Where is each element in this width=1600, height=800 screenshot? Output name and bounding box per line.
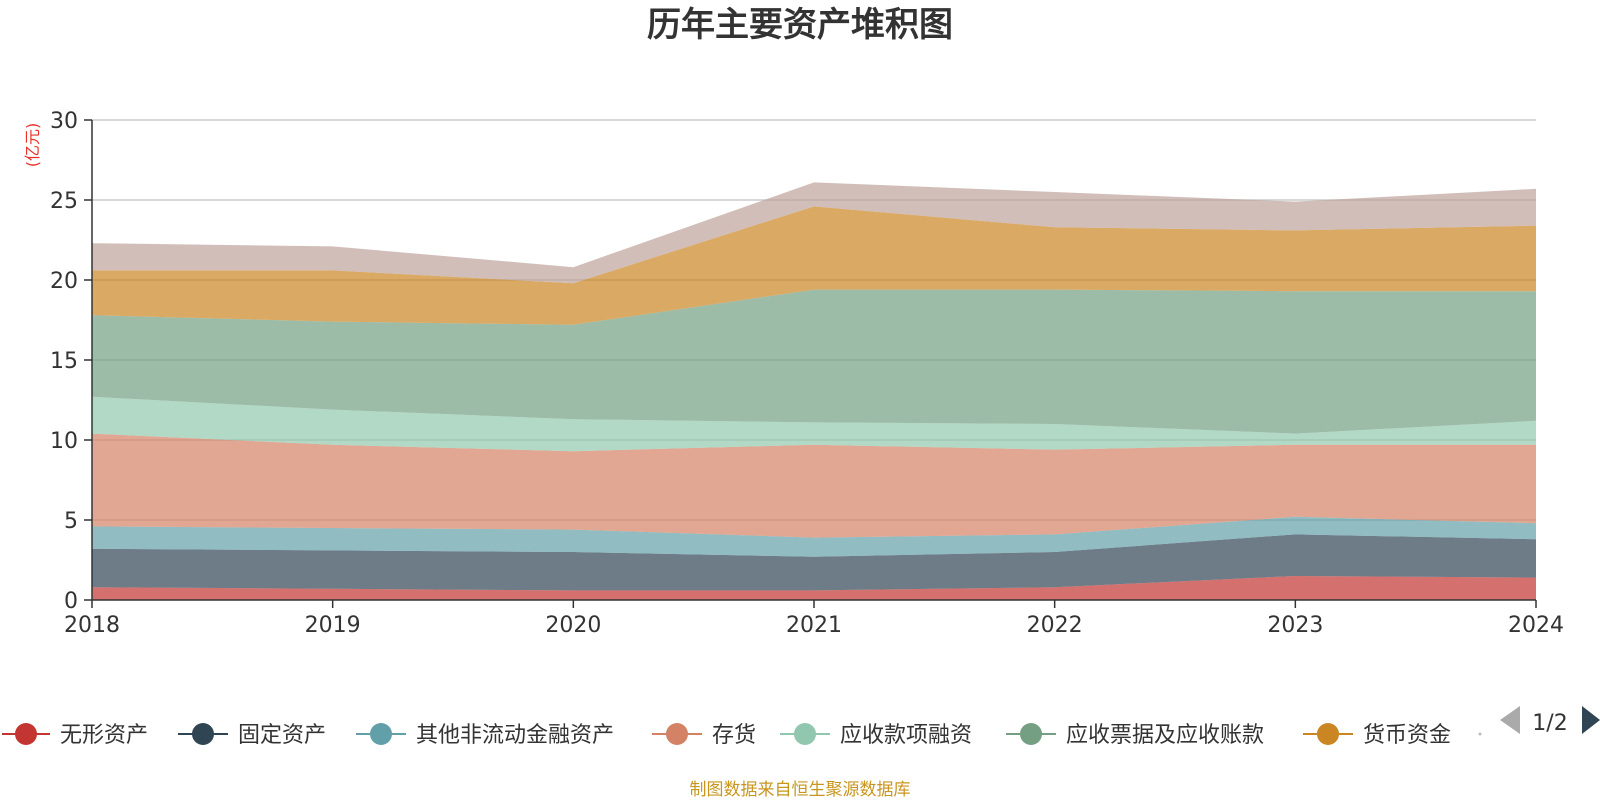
x-tick-label: 2020 <box>545 613 601 638</box>
area-series-4[interactable] <box>92 396 1536 452</box>
y-tick-label: 25 <box>50 189 78 214</box>
area-series-group <box>92 182 1536 600</box>
legend-label: 其他非流动金融资产 <box>416 723 614 748</box>
legend-prev-page-icon[interactable] <box>1500 706 1520 734</box>
legend-circle-icon <box>666 723 688 745</box>
legend-next-page-icon[interactable] <box>1582 706 1600 734</box>
chart-title: 历年主要资产堆积图 <box>647 5 953 45</box>
legend-item-3[interactable]: 存货 <box>652 723 756 748</box>
area-series-5[interactable] <box>92 289 1536 434</box>
legend: 无形资产 固定资产 其他非流动金融资产 存货 应收款项融资 应收票据及应收账款 货币资金 <box>2 723 1482 748</box>
legend-item-2[interactable]: 其他非流动金融资产 <box>356 723 614 748</box>
legend-item-4[interactable]: 应收款项融资 <box>780 723 972 748</box>
y-tick-label: 5 <box>64 509 78 534</box>
x-tick-label: 2021 <box>786 613 842 638</box>
x-tick-label: 2024 <box>1508 613 1564 638</box>
x-tick-label: 2023 <box>1267 613 1323 638</box>
y-tick-label: 30 <box>50 109 78 134</box>
legend-circle-icon <box>15 723 37 745</box>
legend-page-indicator: 1/2 <box>1532 711 1567 736</box>
legend-item-6[interactable]: 货币资金 <box>1303 723 1451 748</box>
source-note: 制图数据来自恒生聚源数据库 <box>690 780 911 800</box>
legend-label: 固定资产 <box>238 723 326 748</box>
y-unit-label: (亿元) <box>23 123 42 168</box>
area-series-6[interactable] <box>92 206 1536 325</box>
legend-pager: 1/2 <box>1500 706 1600 736</box>
y-tick-label: 20 <box>50 269 78 294</box>
legend-circle-icon <box>1020 723 1042 745</box>
legend-circle-icon <box>192 723 214 745</box>
x-tick-label: 2018 <box>64 613 120 638</box>
area-series-0[interactable] <box>92 576 1536 600</box>
legend-label: 存货 <box>712 723 756 748</box>
area-series-2[interactable] <box>92 516 1536 557</box>
legend-label: 应收款项融资 <box>840 723 972 748</box>
legend-label: 无形资产 <box>60 723 148 748</box>
legend-circle-icon <box>1317 723 1339 745</box>
area-series-1[interactable] <box>92 534 1536 591</box>
y-tick-label: 10 <box>50 429 78 454</box>
area-series-3[interactable] <box>92 433 1536 538</box>
legend-item-5[interactable]: 应收票据及应收账款 <box>1006 723 1264 748</box>
y-tick-label: 0 <box>64 589 78 614</box>
x-tick-label: 2019 <box>305 613 361 638</box>
area-series-7[interactable] <box>92 182 1536 284</box>
legend-item-0[interactable]: 无形资产 <box>2 723 148 748</box>
axes: 0 5 10 15 20 25 30 2018 2019 2020 2021 2022 2023 2024 <box>50 109 1564 638</box>
legend-overflow-dot <box>1478 732 1482 736</box>
legend-circle-icon <box>794 723 816 745</box>
legend-label: 货币资金 <box>1363 723 1451 748</box>
legend-label: 应收票据及应收账款 <box>1066 723 1264 748</box>
x-tick-label: 2022 <box>1027 613 1083 638</box>
legend-item-1[interactable]: 固定资产 <box>178 723 326 748</box>
legend-circle-icon <box>370 723 392 745</box>
y-tick-label: 15 <box>50 349 78 374</box>
